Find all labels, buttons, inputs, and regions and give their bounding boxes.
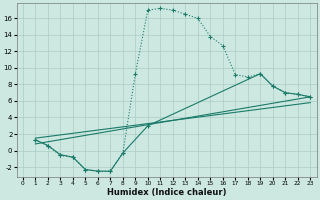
X-axis label: Humidex (Indice chaleur): Humidex (Indice chaleur)	[107, 188, 226, 197]
